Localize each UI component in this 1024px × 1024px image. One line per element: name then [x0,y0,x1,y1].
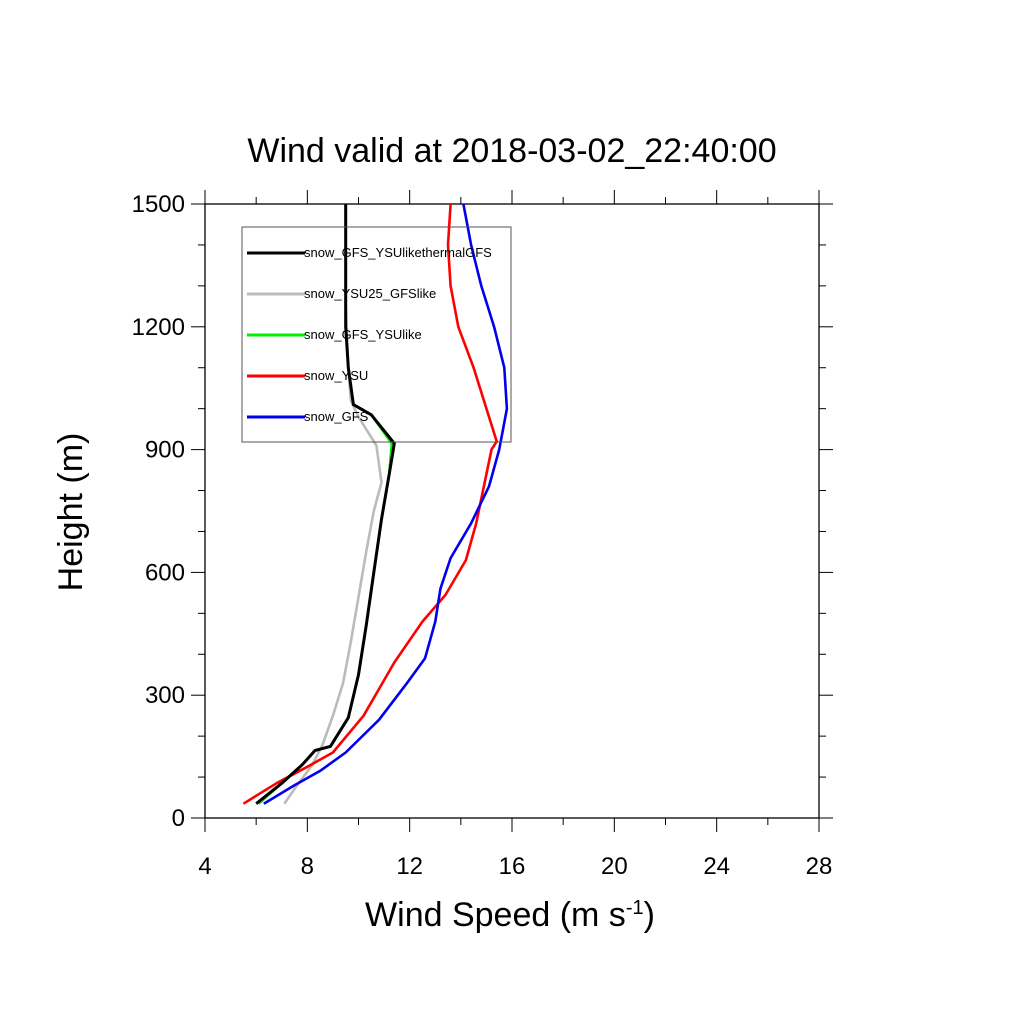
y-axis-label: Height (m) [52,433,90,592]
x-tick-label: 8 [301,853,314,880]
x-tick-label: 16 [499,853,526,880]
y-tick-label: 600 [145,559,185,586]
series-line-snow_GFS [263,203,509,805]
legend-label: snow_YSU [304,368,368,383]
plot-area [204,203,820,819]
x-axis-label-main: Wind Speed (m s [365,896,626,934]
x-tick-label: 28 [806,853,833,880]
x-tick-label: 12 [396,853,423,880]
series-line-snow_GFS_YSUlikethermalGFS [255,204,396,805]
legend-box [241,226,512,443]
x-tick-labels: 4 8 12 16 20 24 28 [198,853,832,880]
y-tick-labels: 0 300 600 900 1200 1500 [132,191,185,832]
x-axis-label-end: ) [644,896,655,934]
legend-label: snow_GFS_YSUlikethermalGFS [304,245,492,260]
y-tick-label: 0 [172,805,185,832]
y-tick-label: 1200 [132,314,185,341]
legend-label: snow_GFS [304,409,369,424]
x-tick-label: 4 [198,853,211,880]
series-layer [242,203,509,805]
legend-label: snow_YSU25_GFSlike [304,286,436,301]
y-tick-label: 1500 [132,191,185,218]
chart-title: Wind valid at 2018-03-02_22:40:00 [247,132,776,170]
y-tick-label: 300 [145,682,185,709]
y-tick-label: 900 [145,437,185,464]
series-line-snow_YSU [242,203,499,805]
x-axis-label: Wind Speed (m s-1) [365,896,655,934]
axis-ticks [191,190,833,832]
legend: snow_GFS_YSUlikethermalGFS snow_YSU25_GFS… [241,226,512,443]
x-tick-label: 20 [601,853,628,880]
x-axis-label-superscript: -1 [626,897,644,919]
plot-frame [204,203,820,819]
x-tick-label: 24 [703,853,730,880]
legend-label: snow_GFS_YSUlike [304,327,422,342]
